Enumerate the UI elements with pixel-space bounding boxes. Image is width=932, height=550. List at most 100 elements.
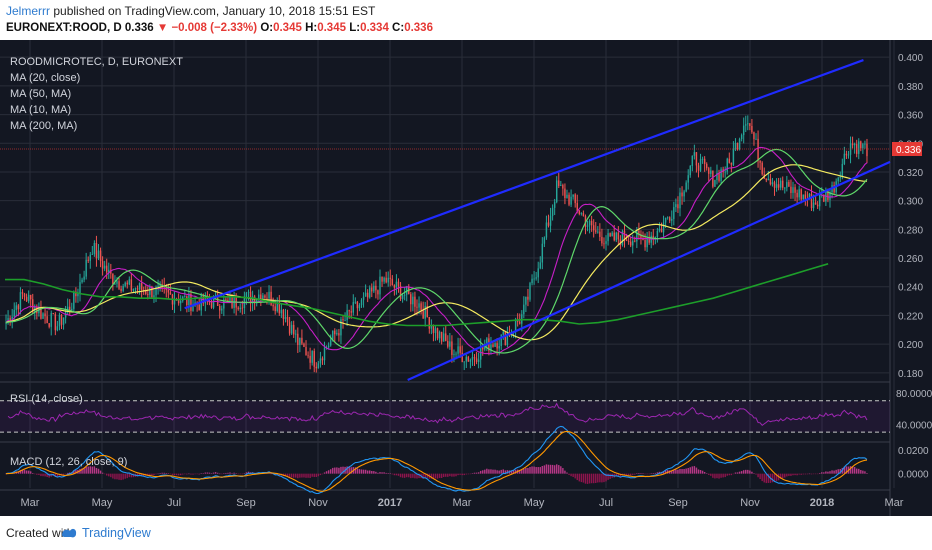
legend-ma200[interactable]: MA (200, MA)	[10, 120, 78, 132]
macd-histogram-bar	[416, 473, 418, 479]
macd-histogram-bar	[408, 473, 410, 478]
chart-area[interactable]: Mar May Jul Sep Nov 2017 Mar May Jul Sep Nov 2018 Ma…	[0, 40, 932, 516]
macd-histogram-bar	[708, 473, 710, 475]
macd-histogram-bar	[342, 466, 344, 474]
author-link[interactable]: Jelmerrr	[6, 4, 50, 18]
candle-body	[613, 232, 615, 241]
low-value: 0.334	[360, 22, 389, 34]
macd-histogram-bar	[775, 473, 778, 481]
macd-histogram-bar	[656, 472, 659, 474]
x-tick-label: Jul	[599, 497, 613, 509]
rsi-y-tick-label: 80.0000	[896, 389, 932, 400]
macd-histogram-bar	[818, 473, 821, 474]
macd-histogram-bar	[609, 473, 611, 479]
candle-body	[114, 283, 116, 285]
candle-body	[753, 132, 755, 140]
y-tick-label: 0.400	[898, 53, 923, 64]
legend-ma10[interactable]: MA (10, MA)	[10, 104, 72, 116]
macd-histogram-bar	[467, 473, 470, 475]
macd-histogram-bar	[436, 473, 439, 479]
legend-rsi[interactable]: RSI (14, close)	[10, 393, 83, 405]
macd-histogram-bar	[171, 473, 174, 475]
candle-body	[29, 294, 32, 300]
macd-histogram-bar	[97, 468, 100, 474]
candle-body	[607, 233, 609, 242]
rsi-band-fill	[0, 400, 890, 433]
candle-body	[32, 299, 34, 312]
candle-body	[689, 165, 691, 176]
candle-body	[112, 273, 114, 284]
candle-body	[21, 292, 24, 294]
legend-ma20[interactable]: MA (20, close)	[10, 72, 81, 84]
candle-body	[658, 228, 661, 231]
legend-ma50[interactable]: MA (50, MA)	[10, 88, 72, 100]
candle-body	[786, 182, 788, 188]
candle-body	[648, 238, 650, 243]
tradingview-brand-link[interactable]: TradingView	[82, 526, 151, 540]
candle-body	[644, 240, 646, 248]
macd-histogram-bar	[323, 472, 326, 474]
macd-histogram-bar	[346, 466, 348, 474]
candle-body	[494, 343, 496, 347]
macd-histogram-bar	[348, 466, 350, 474]
macd-histogram-bar	[664, 470, 667, 474]
macd-histogram-bar	[118, 473, 120, 480]
open-label: O:	[260, 22, 274, 34]
candle-body	[418, 303, 420, 308]
candle-body	[816, 204, 819, 207]
chart-svg[interactable]: Mar May Jul Sep Nov 2017 Mar May Jul Sep Nov 2018 Ma…	[0, 40, 932, 516]
macd-histogram-bar	[288, 473, 291, 478]
macd-line	[5, 425, 868, 495]
macd-histogram-bar	[510, 470, 513, 474]
candle-body	[531, 278, 533, 284]
y-tick-label: 0.220	[898, 311, 923, 322]
tradingview-logo-icon	[62, 528, 77, 538]
macd-histogram-bar	[736, 472, 739, 474]
candle-body	[416, 306, 418, 308]
candle-body	[779, 180, 782, 188]
candle-body	[847, 154, 850, 156]
candle-body	[734, 142, 737, 150]
macd-histogram-bar	[369, 470, 371, 474]
macd-histogram-bar	[276, 473, 278, 475]
candle-body	[118, 281, 120, 289]
candle-body	[83, 276, 85, 280]
candle-body	[679, 192, 681, 209]
macd-histogram-bar	[718, 473, 720, 479]
candle-body	[775, 184, 778, 188]
candle-body	[319, 358, 322, 364]
macd-histogram-bar	[305, 473, 307, 478]
candle-body	[767, 178, 770, 181]
candle-body	[284, 316, 287, 319]
macd-histogram-bar	[91, 466, 94, 474]
candle-body	[19, 292, 22, 310]
legend-macd[interactable]: MACD (12, 26, close, 9)	[10, 456, 128, 468]
macd-histogram-bar	[338, 467, 340, 474]
macd-histogram-bar	[757, 473, 759, 478]
macd-histogram-bar	[853, 466, 856, 474]
macd-histogram-bar	[233, 472, 235, 474]
macd-histogram-bar	[720, 473, 722, 478]
candle-body	[798, 189, 800, 198]
candle-body	[627, 241, 630, 242]
macd-histogram-bar	[677, 469, 679, 474]
macd-histogram-bar	[286, 473, 289, 477]
candle-body	[62, 317, 65, 325]
candle-body	[422, 310, 424, 319]
down-arrow-icon: ▼	[156, 22, 169, 34]
macd-histogram-bar	[309, 473, 311, 478]
candle-body	[393, 285, 396, 288]
macd-histogram-bar	[463, 473, 465, 476]
macd-histogram-bar	[482, 470, 484, 474]
macd-histogram-bar	[851, 466, 854, 474]
macd-histogram-bar	[564, 470, 566, 474]
candle-body	[169, 292, 172, 295]
candle-body	[864, 143, 866, 145]
candle-body	[588, 220, 591, 226]
candle-body	[134, 288, 137, 290]
last-price-tag	[892, 142, 922, 156]
candle-body	[459, 346, 461, 353]
macd-histogram-bar	[590, 473, 593, 484]
macd-histogram-bar	[773, 473, 776, 482]
candle-body	[358, 305, 361, 309]
